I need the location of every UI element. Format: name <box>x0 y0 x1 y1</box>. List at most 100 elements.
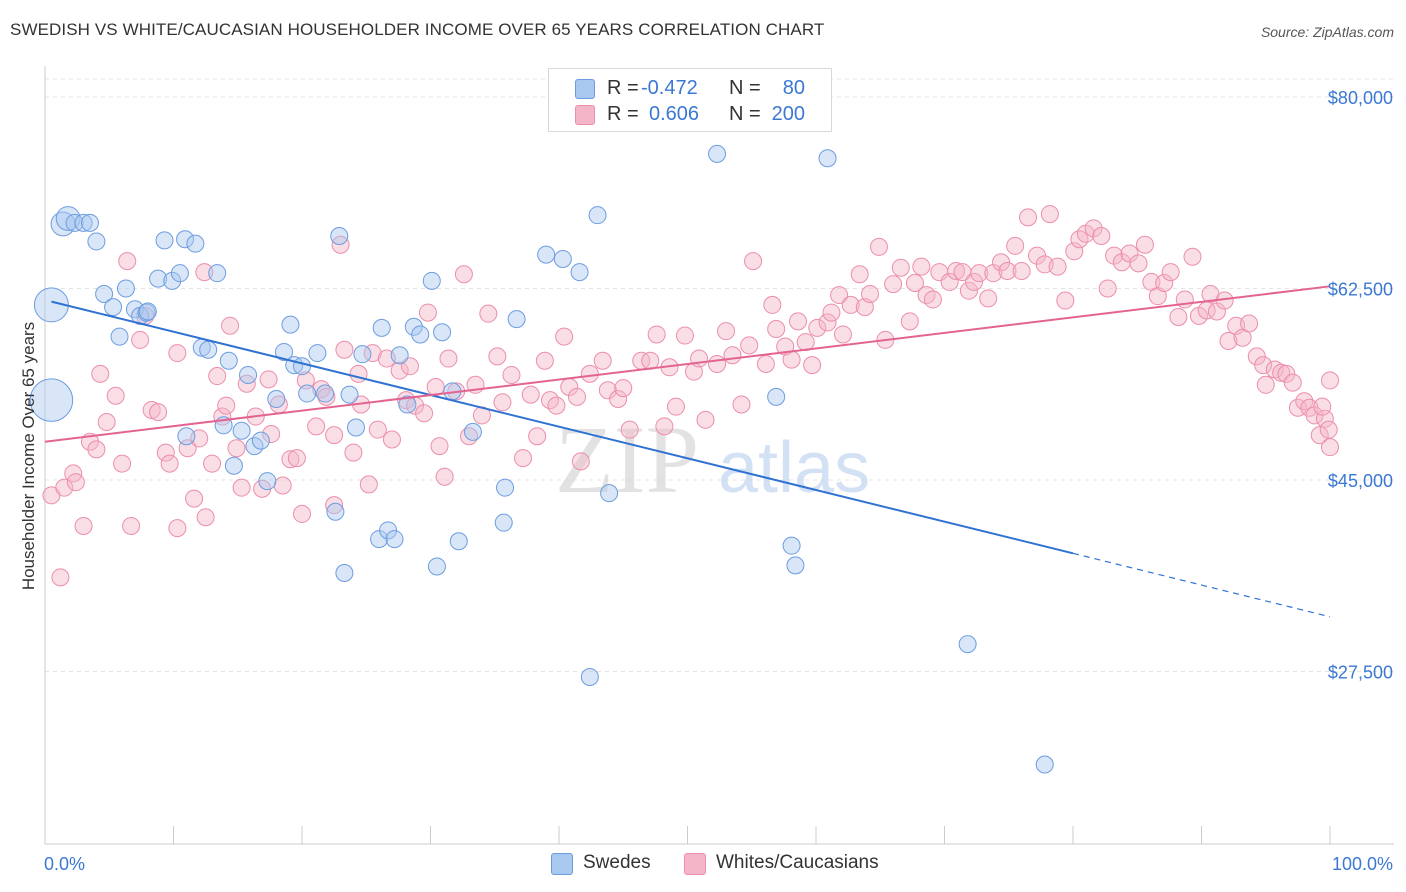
watermark: ZIP atlas <box>555 406 870 513</box>
swedes-point <box>275 342 294 361</box>
whites-point <box>1240 314 1259 333</box>
whites-point <box>74 516 93 535</box>
whites-point <box>528 427 547 446</box>
whites-point <box>439 349 458 368</box>
y-tick-label: $80,000 <box>1328 88 1393 108</box>
whites-point <box>1084 219 1103 238</box>
whites-point <box>156 443 175 462</box>
swedes-point <box>281 315 300 334</box>
swedes-point <box>149 269 168 288</box>
swedes-point <box>398 395 417 414</box>
whites-point <box>196 508 215 527</box>
whites-point <box>580 364 599 383</box>
whites-point <box>818 313 837 332</box>
whites-point <box>593 351 612 370</box>
whites-point <box>965 272 984 291</box>
swedes-point <box>390 346 409 365</box>
whites-point <box>1092 226 1111 245</box>
whites-point <box>66 473 85 492</box>
swedes-point <box>588 206 607 225</box>
x-tick-labels: 0.0% 100.0% <box>44 854 1393 874</box>
whites-point <box>1012 261 1031 280</box>
whites-point <box>415 404 434 423</box>
whites-point <box>782 350 801 369</box>
whites-point <box>1310 426 1329 445</box>
whites-point <box>521 385 540 404</box>
whites-point <box>87 440 106 459</box>
whites-point <box>203 454 222 473</box>
whites-point <box>273 476 292 495</box>
swedes-point <box>818 149 837 168</box>
whites-point <box>614 379 633 398</box>
swedes-point <box>372 318 391 337</box>
watermark-zip: ZIP <box>555 406 699 513</box>
whites-point <box>400 357 419 376</box>
whites-point <box>217 396 236 415</box>
whites-point <box>1048 257 1067 276</box>
swedes-point <box>95 284 114 303</box>
swedes-point <box>494 513 513 532</box>
whites-point <box>1098 279 1117 298</box>
whites-point <box>368 420 387 439</box>
whites-points <box>42 205 1339 587</box>
whites-point <box>609 390 628 409</box>
whites-point <box>435 467 454 486</box>
whites-trend-line <box>44 285 1331 443</box>
whites-point <box>55 478 74 497</box>
swedes-point <box>267 390 286 409</box>
legend-r-value: 0.606 <box>649 103 700 125</box>
whites-point <box>756 355 775 374</box>
whites-point <box>1219 332 1238 351</box>
swedes-point <box>433 323 452 342</box>
whites-point <box>502 365 521 384</box>
swedes-point <box>137 303 156 322</box>
whites-point <box>106 386 125 405</box>
whites-point <box>122 516 141 535</box>
whites-point <box>740 336 759 355</box>
whites-point <box>647 325 666 344</box>
swedes-point <box>239 365 258 384</box>
swedes-point <box>308 344 327 363</box>
legend-row-swedes: R = -0.472 N = 80 <box>549 77 831 101</box>
whites-point <box>1283 373 1302 392</box>
y-tick-labels: $80,000 $62,500 $45,000 $27,500 <box>1328 88 1393 683</box>
swedes-point <box>404 317 423 336</box>
watermark-atlas: atlas <box>718 428 870 508</box>
whites-point <box>1319 420 1338 439</box>
swedes-point <box>782 536 801 555</box>
whites-point <box>732 395 751 414</box>
whites-point <box>833 325 852 344</box>
whites-point <box>808 318 827 337</box>
swedes-point <box>176 230 195 249</box>
chart-title: SWEDISH VS WHITE/CAUCASIAN HOUSEHOLDER I… <box>10 20 825 39</box>
whites-point <box>1272 363 1291 382</box>
swedes-point <box>104 298 123 317</box>
whites-point <box>142 400 161 419</box>
whites-point <box>850 265 869 284</box>
whites-point <box>91 364 110 383</box>
whites-point <box>430 437 449 456</box>
swedes-point <box>116 279 135 298</box>
whites-point <box>1313 397 1332 416</box>
swedes-point <box>427 557 446 576</box>
swedes-point <box>74 213 93 232</box>
whites-point <box>767 319 786 338</box>
swedes-point <box>55 206 81 231</box>
whites-point <box>454 265 473 284</box>
whites-point <box>344 443 363 462</box>
whites-point <box>208 367 227 386</box>
swedes-point <box>346 418 365 437</box>
whites-point <box>493 393 512 412</box>
whites-point <box>555 327 574 346</box>
whites-point <box>325 426 344 445</box>
source-label: Source: ZipAtlas.com <box>1260 24 1394 40</box>
series-swatch-whites <box>684 853 706 875</box>
legend-r-label: R = <box>607 77 639 99</box>
whites-point <box>567 387 586 406</box>
swedes-point <box>1035 755 1054 774</box>
swedes-point <box>199 340 218 359</box>
whites-point <box>947 261 966 280</box>
whites-point <box>1254 356 1273 375</box>
whites-point <box>168 344 187 363</box>
whites-point <box>1065 242 1084 261</box>
